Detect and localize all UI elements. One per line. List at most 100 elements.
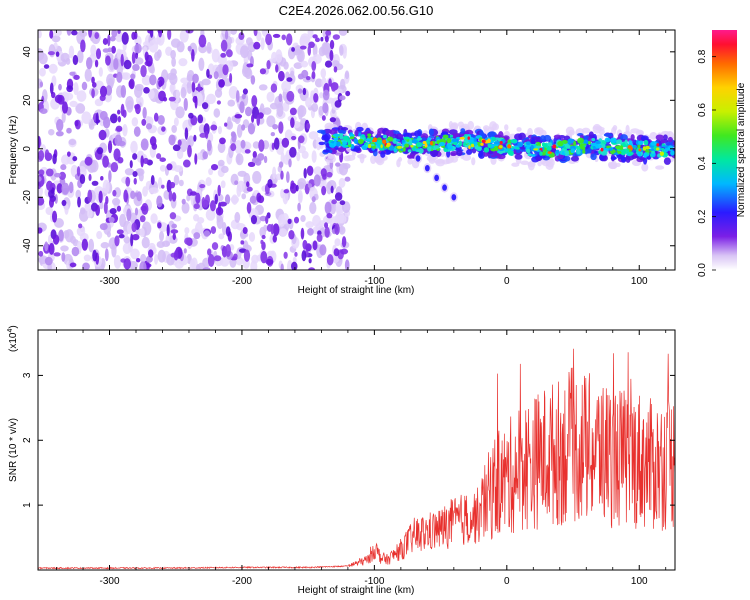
noise-speckle: [258, 139, 265, 152]
noise-speckle: [171, 124, 177, 134]
noise-speckle: [263, 155, 268, 164]
noise-speckle: [161, 126, 166, 132]
spectrogram-x-ticks: -300 -200 -100 0 100: [56, 30, 667, 287]
signal-peak: [573, 140, 577, 147]
noise-speckle: [51, 35, 61, 43]
noise-speckle: [312, 34, 318, 39]
noise-speckle: [303, 167, 307, 179]
noise-speckle: [219, 256, 230, 267]
noise-speckle: [335, 162, 341, 167]
noise-speckle: [344, 70, 350, 80]
noise-speckle: [299, 45, 307, 50]
signal-peak: [517, 141, 524, 148]
noise-speckle: [319, 244, 327, 256]
noise-speckle: [256, 192, 262, 203]
noise-speckle: [340, 248, 349, 255]
signal-halo: [592, 123, 602, 134]
signal-halo: [520, 160, 530, 165]
noise-speckle: [193, 232, 201, 240]
noise-speckle: [279, 228, 288, 237]
noise-speckle: [250, 214, 258, 225]
snr-y-tick-label: 1: [22, 502, 33, 508]
noise-speckle: [53, 252, 61, 257]
noise-speckle: [39, 108, 48, 114]
noise-speckle: [91, 180, 99, 186]
signal-halo: [434, 159, 445, 164]
noise-speckle: [100, 175, 104, 181]
noise-speckle: [283, 251, 288, 259]
noise-speckle: [84, 202, 92, 212]
noise-speckle: [198, 34, 207, 48]
noise-speckle: [297, 73, 304, 80]
noise-speckle: [281, 80, 291, 93]
noise-speckle: [225, 244, 231, 258]
noise-speckle: [171, 192, 177, 202]
noise-speckle: [184, 237, 192, 245]
noise-speckle: [220, 39, 228, 52]
signal-hotspot: [552, 144, 557, 149]
noise-speckle: [96, 147, 104, 155]
noise-speckle: [224, 122, 228, 127]
noise-speckle: [290, 70, 295, 77]
noise-speckle: [206, 41, 212, 54]
noise-speckle: [335, 201, 342, 216]
noise-speckle: [107, 140, 113, 154]
noise-speckle: [168, 190, 173, 202]
signal-peak: [670, 150, 675, 156]
noise-speckle: [186, 74, 194, 82]
signal-halo: [608, 162, 618, 170]
noise-speckle: [275, 64, 279, 73]
noise-speckle: [121, 32, 129, 45]
noise-speckle: [123, 59, 132, 70]
signal-peak: [660, 147, 665, 151]
noise-speckle: [205, 177, 212, 187]
noise-speckle: [122, 124, 128, 137]
noise-speckle: [265, 215, 269, 225]
signal-peak: [541, 142, 546, 147]
noise-speckle: [206, 139, 212, 152]
snr-frame: [37, 329, 676, 571]
noise-speckle: [236, 123, 243, 138]
noise-speckle: [191, 81, 196, 93]
signal-peak: [582, 149, 586, 154]
noise-speckle: [219, 137, 226, 145]
noise-speckle: [283, 189, 290, 194]
noise-speckle: [119, 213, 127, 228]
noise-speckle: [139, 227, 145, 238]
signal-peak: [595, 143, 602, 149]
noise-speckle: [300, 60, 309, 68]
signal-peak: [347, 139, 351, 146]
signal-peak: [570, 145, 576, 150]
noise-speckle: [79, 174, 86, 185]
noise-speckle: [139, 261, 147, 270]
noise-speckle: [197, 114, 204, 124]
spectrogram-x-label: Height of straight line (km): [298, 285, 415, 296]
noise-speckle: [175, 106, 185, 119]
noise-speckle: [338, 225, 346, 235]
signal-peak: [357, 138, 364, 145]
noise-speckle: [199, 132, 207, 138]
spectrogram-y-tick-label: 40: [22, 46, 33, 58]
noise-speckle: [324, 201, 332, 215]
signal-peak: [628, 140, 633, 146]
noise-speckle: [61, 199, 67, 207]
noise-speckle: [61, 182, 70, 195]
noise-speckle: [252, 141, 260, 149]
signal-peak: [388, 144, 395, 151]
signal-peak: [483, 147, 490, 153]
noise-speckle: [228, 86, 239, 99]
noise-speckle: [282, 101, 290, 112]
noise-speckle: [288, 229, 295, 240]
echo-mark: [434, 174, 440, 182]
noise-speckle: [102, 116, 111, 129]
signal-hotspot: [627, 145, 633, 149]
noise-speckle: [46, 180, 53, 191]
noise-speckle: [38, 227, 43, 234]
noise-speckle: [103, 201, 108, 214]
signal-core: [428, 128, 434, 136]
noise-speckle: [309, 201, 317, 215]
signal-peak: [527, 153, 532, 157]
signal-peak: [615, 145, 622, 150]
noise-speckle: [308, 131, 319, 140]
noise-speckle: [194, 153, 198, 165]
